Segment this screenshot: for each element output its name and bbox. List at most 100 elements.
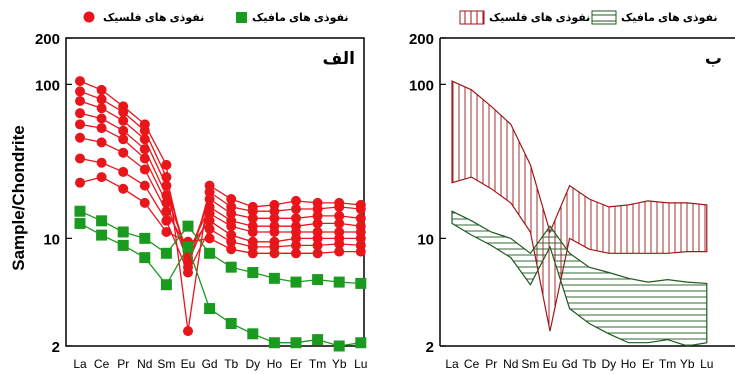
data-point-felsic-0-tb <box>226 194 237 205</box>
x-tick-label-lu: Lu <box>354 357 367 371</box>
legend-mafic-label: نفوذی های مافیک <box>621 12 718 24</box>
legend-mafic-label: نفوذی های مافیک <box>252 12 349 24</box>
data-point-felsic-7-ho <box>269 248 280 259</box>
x-tick-label-er: Er <box>290 357 302 371</box>
x-tick-label-nd: Nd <box>503 357 518 371</box>
x-tick-label-eu: Eu <box>181 357 196 371</box>
data-point-felsic-4-pr <box>118 134 129 145</box>
y-tick-label-10: 10 <box>417 231 434 248</box>
data-point-mafic-8-gd <box>204 247 216 259</box>
data-point-felsic-1-pr <box>118 107 129 118</box>
data-point-mafic-9-eu <box>182 241 194 253</box>
data-point-felsic-5-sm <box>161 206 172 217</box>
x-tick-label-yb: Yb <box>332 357 347 371</box>
x-tick-label-tb: Tb <box>224 357 238 371</box>
data-point-felsic-5-lu <box>355 233 366 244</box>
data-point-felsic-4-ce <box>96 123 107 134</box>
data-point-felsic-0-eu <box>183 326 193 337</box>
data-point-mafic-9-er <box>290 337 302 349</box>
data-point-felsic-4-nd <box>139 153 150 164</box>
data-point-mafic-8-pr <box>117 226 129 238</box>
data-point-felsic-6-eu <box>183 267 193 278</box>
data-point-felsic-1-ho <box>269 206 280 217</box>
data-point-mafic-9-nd <box>139 252 151 264</box>
data-point-mafic-9-gd <box>204 303 216 315</box>
data-point-felsic-7-nd <box>139 197 150 208</box>
data-point-felsic-2-pr <box>118 115 129 126</box>
data-point-mafic-9-sm <box>160 279 172 291</box>
data-point-felsic-7-lu <box>355 246 366 257</box>
data-point-felsic-4-gd <box>204 208 215 219</box>
data-point-felsic-2-tb <box>226 208 237 219</box>
data-point-felsic-3-la <box>75 108 85 119</box>
data-point-felsic-3-nd <box>139 144 150 155</box>
panel-label-right: ب <box>705 49 722 68</box>
x-tick-label-la: La <box>73 357 87 371</box>
x-tick-label-pr: Pr <box>485 357 497 371</box>
y-tick-label-2: 2 <box>426 339 434 356</box>
x-tick-label-yb: Yb <box>680 357 695 371</box>
data-point-felsic-4-la <box>75 119 85 130</box>
data-point-felsic-6-nd <box>139 180 150 191</box>
data-point-felsic-7-sm <box>161 226 172 237</box>
data-point-felsic-7-dy <box>247 248 258 259</box>
data-point-felsic-5-pr <box>118 147 129 158</box>
data-point-mafic-8-ce <box>96 215 108 227</box>
legend-felsic-marker <box>83 11 95 23</box>
data-point-felsic-2-yb <box>334 210 345 221</box>
y-tick-label-100: 100 <box>409 77 434 94</box>
chart-panel-left: Sample/Chondrite نفوذی های فلسیک نفوذی ه… <box>9 11 367 371</box>
data-point-felsic-6-yb <box>334 238 345 249</box>
data-point-felsic-6-gd <box>204 224 215 235</box>
data-point-mafic-9-ce <box>96 229 108 241</box>
y-tick-label-10: 10 <box>43 231 60 248</box>
data-point-mafic-8-yb <box>333 276 345 288</box>
data-point-felsic-6-sm <box>161 215 172 226</box>
x-tick-label-pr: Pr <box>117 357 129 371</box>
data-point-mafic-8-ho <box>268 272 280 284</box>
x-tick-label-tb: Tb <box>582 357 596 371</box>
data-point-felsic-1-dy <box>247 206 258 217</box>
data-point-mafic-8-tm <box>312 274 324 286</box>
data-point-felsic-7-pr <box>118 183 129 194</box>
data-point-felsic-5-ce <box>96 137 107 148</box>
data-point-mafic-9-tb <box>225 317 237 329</box>
x-tick-label-sm: Sm <box>157 357 175 371</box>
data-point-felsic-7-er <box>291 248 301 259</box>
x-tick-label-dy: Dy <box>601 357 616 371</box>
data-point-felsic-2-er <box>291 213 301 224</box>
data-point-felsic-2-dy <box>247 213 258 224</box>
data-point-felsic-6-la <box>75 153 85 164</box>
data-point-felsic-2-gd <box>204 194 215 205</box>
data-point-mafic-9-ho <box>268 337 280 349</box>
data-point-mafic-8-er <box>290 276 302 288</box>
data-point-felsic-6-tm <box>312 240 323 251</box>
data-point-felsic-2-sm <box>161 180 172 191</box>
x-tick-label-tm: Tm <box>309 357 326 371</box>
legend-mafic-marker <box>236 12 247 23</box>
x-tick-label-eu: Eu <box>543 357 558 371</box>
x-tick-label-la: La <box>445 357 459 371</box>
data-point-felsic-1-la <box>75 86 85 97</box>
legend-right: نفوذی های فلسیک نفوذی های مافیک <box>459 10 718 25</box>
data-point-mafic-9-tm <box>312 334 324 346</box>
data-point-felsic-4-dy <box>247 226 258 237</box>
data-point-mafic-8-lu <box>355 277 367 289</box>
legend-left: نفوذی های فلسیک نفوذی های مافیک <box>83 11 349 24</box>
data-point-felsic-7-la <box>75 177 85 188</box>
y-axis-label: Sample/Chondrite <box>9 125 28 270</box>
data-point-mafic-9-la <box>74 217 86 229</box>
data-point-felsic-1-gd <box>204 187 215 197</box>
legend-mafic-swatch <box>591 10 617 25</box>
y-tick-label-200: 200 <box>35 31 60 48</box>
data-point-felsic-2-ce <box>96 103 107 114</box>
data-point-felsic-4-ho <box>269 226 280 237</box>
plot-area-left <box>74 76 367 352</box>
data-point-mafic-8-dy <box>247 267 259 279</box>
data-point-felsic-6-pr <box>118 166 129 177</box>
y-axis-left: 2 10 100 200 <box>35 31 72 356</box>
x-tick-label-ce: Ce <box>464 357 480 371</box>
data-point-felsic-2-tm <box>312 210 323 221</box>
data-point-felsic-0-ce <box>96 84 107 95</box>
data-point-felsic-3-yb <box>334 218 345 229</box>
